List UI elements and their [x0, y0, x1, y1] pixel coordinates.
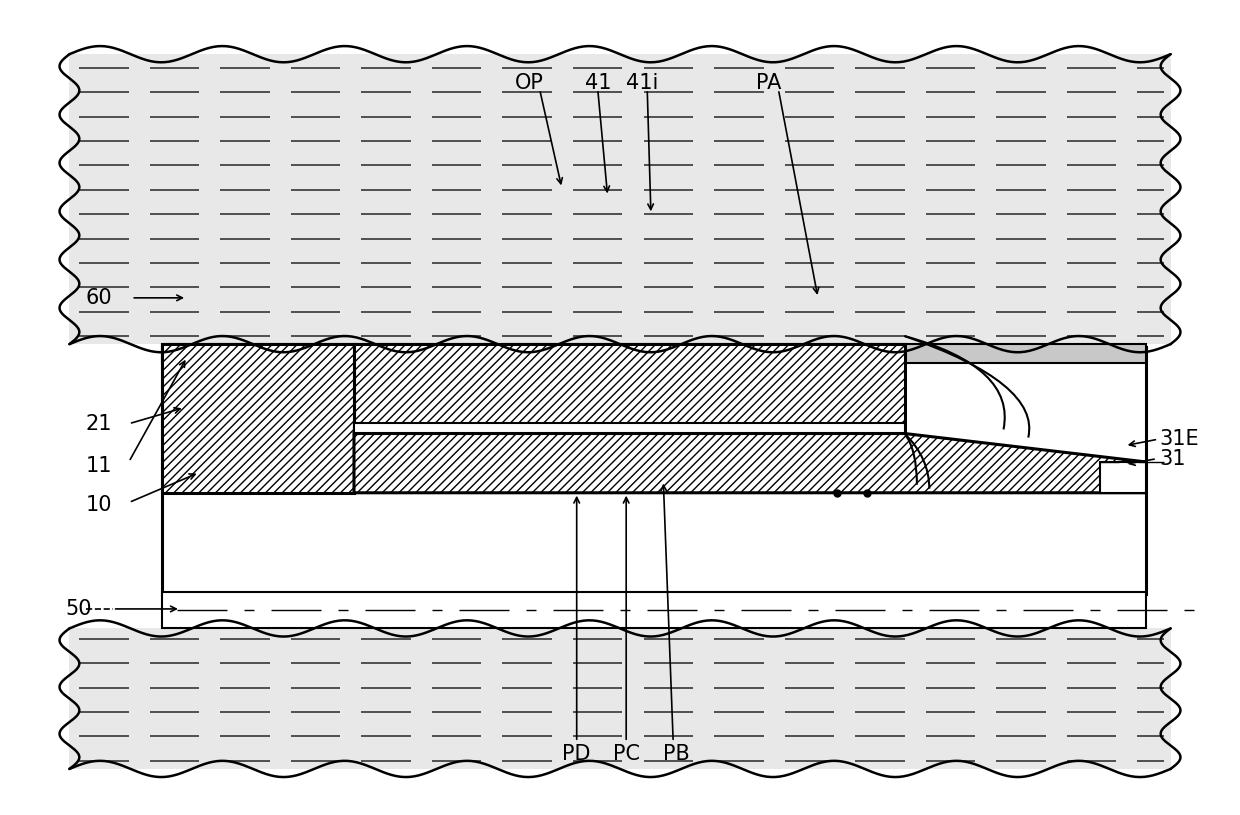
- Text: 31: 31: [1159, 449, 1185, 469]
- Bar: [69, 54, 1171, 344]
- Text: 11: 11: [86, 456, 112, 476]
- Bar: [162, 344, 1146, 363]
- Text: PB: PB: [663, 744, 689, 764]
- Bar: [162, 346, 1146, 594]
- Bar: [353, 344, 904, 434]
- Text: 41i: 41i: [626, 73, 658, 93]
- Bar: [353, 423, 904, 434]
- Text: PA: PA: [756, 73, 781, 93]
- Text: OP: OP: [515, 73, 543, 93]
- Text: 31E: 31E: [1159, 430, 1199, 449]
- Bar: [162, 344, 353, 493]
- Text: PD: PD: [562, 744, 590, 764]
- Bar: [69, 628, 1171, 769]
- Text: PC: PC: [613, 744, 640, 764]
- Text: 60: 60: [86, 288, 112, 308]
- Text: 21: 21: [86, 414, 112, 434]
- Text: 50: 50: [66, 599, 92, 619]
- Polygon shape: [353, 434, 1146, 493]
- Text: 10: 10: [86, 495, 112, 515]
- Bar: [1100, 462, 1146, 493]
- Bar: [162, 592, 1146, 628]
- Text: 41: 41: [585, 73, 611, 93]
